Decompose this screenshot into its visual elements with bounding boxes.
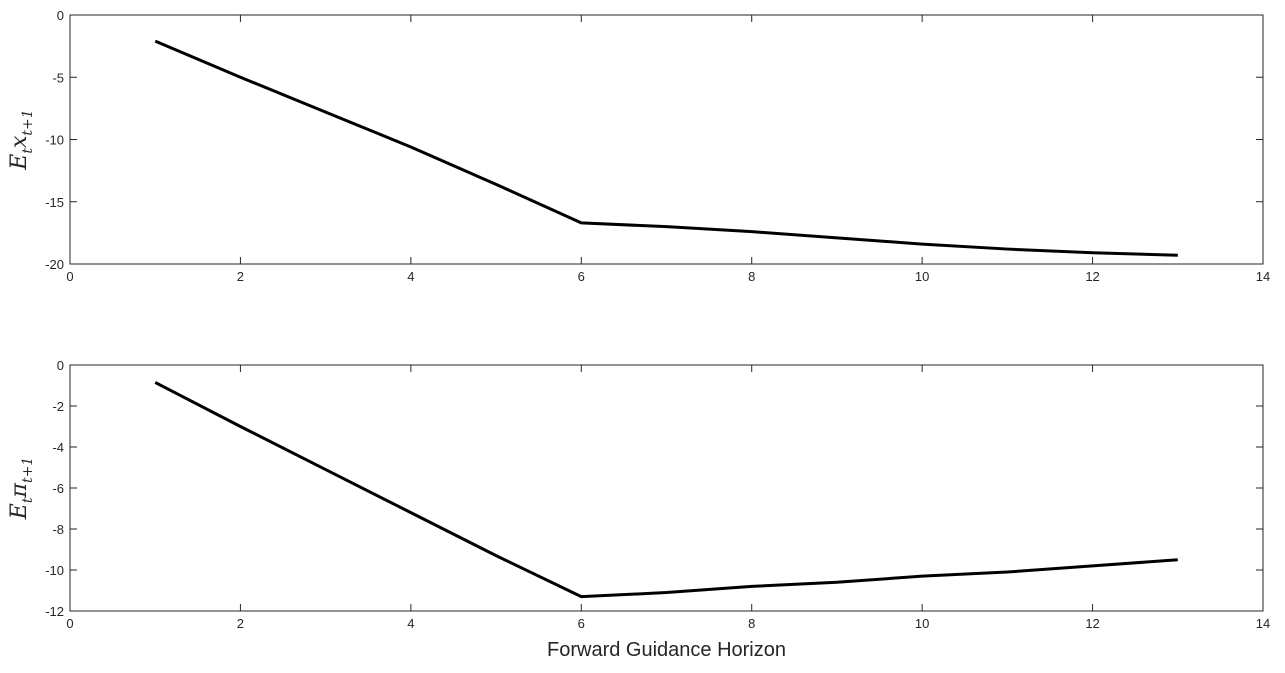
bottom-y-tick-label: -8 bbox=[52, 522, 64, 537]
bottom-x-tick-label: 14 bbox=[1256, 616, 1270, 631]
bottom-y-tick-label: -12 bbox=[45, 604, 64, 619]
top-y-tick-label: -10 bbox=[45, 133, 64, 148]
bottom-x-tick-label: 0 bbox=[66, 616, 73, 631]
top-y-tick-label: -5 bbox=[52, 70, 64, 85]
bottom-y-tick-label: -4 bbox=[52, 440, 64, 455]
top-axes-box bbox=[69, 14, 1264, 265]
bottom-axes-box bbox=[69, 364, 1264, 612]
top-tick-labels: 0 2 4 6 8 10 12 14 0 -5 -10 -15 -20 bbox=[45, 8, 1270, 284]
top-axes: 0 2 4 6 8 10 12 14 0 -5 -10 -15 -20 Etxt+1 bbox=[7, 8, 1270, 284]
bottom-series-line bbox=[154, 381, 1178, 599]
top-x-tick-label: 14 bbox=[1256, 269, 1270, 284]
top-series-line bbox=[154, 39, 1178, 257]
top-x-tick-label: 0 bbox=[66, 269, 73, 284]
bottom-tick-labels: 0 2 4 6 8 10 12 14 0 -2 -4 -6 -8 -10 -12 bbox=[45, 358, 1270, 631]
top-x-tick-label: 2 bbox=[237, 269, 244, 284]
bottom-x-tick-label: 6 bbox=[578, 616, 585, 631]
top-y-tick-label: 0 bbox=[57, 8, 64, 23]
top-x-tick-label: 8 bbox=[748, 269, 755, 284]
bottom-x-tick-label: 2 bbox=[237, 616, 244, 631]
bottom-y-tick-label: 0 bbox=[57, 358, 64, 373]
top-x-tick-label: 6 bbox=[578, 269, 585, 284]
bottom-y-tick-label: -6 bbox=[52, 481, 64, 496]
top-y-tick-label: -20 bbox=[45, 257, 64, 272]
bottom-y-axis-label: Etπt+1 bbox=[7, 457, 36, 520]
bottom-axes: 0 2 4 6 8 10 12 14 0 -2 -4 -6 -8 -10 -12 Etπt+1 Forwar… bbox=[7, 358, 1270, 661]
top-y-axis-label: Etxt+1 bbox=[7, 109, 36, 170]
bottom-x-tick-label: 12 bbox=[1085, 616, 1099, 631]
bottom-x-tick-label: 10 bbox=[915, 616, 929, 631]
top-x-tick-label: 10 bbox=[915, 269, 929, 284]
top-x-tick-label: 4 bbox=[407, 269, 414, 284]
bottom-x-axis-label: Forward Guidance Horizon bbox=[547, 639, 786, 661]
top-x-tick-label: 12 bbox=[1085, 269, 1099, 284]
bottom-y-tick-label: -10 bbox=[45, 563, 64, 578]
bottom-x-tick-label: 8 bbox=[748, 616, 755, 631]
top-y-tick-label: -15 bbox=[45, 195, 64, 210]
bottom-y-tick-label: -2 bbox=[52, 399, 64, 414]
bottom-x-tick-label: 4 bbox=[407, 616, 414, 631]
